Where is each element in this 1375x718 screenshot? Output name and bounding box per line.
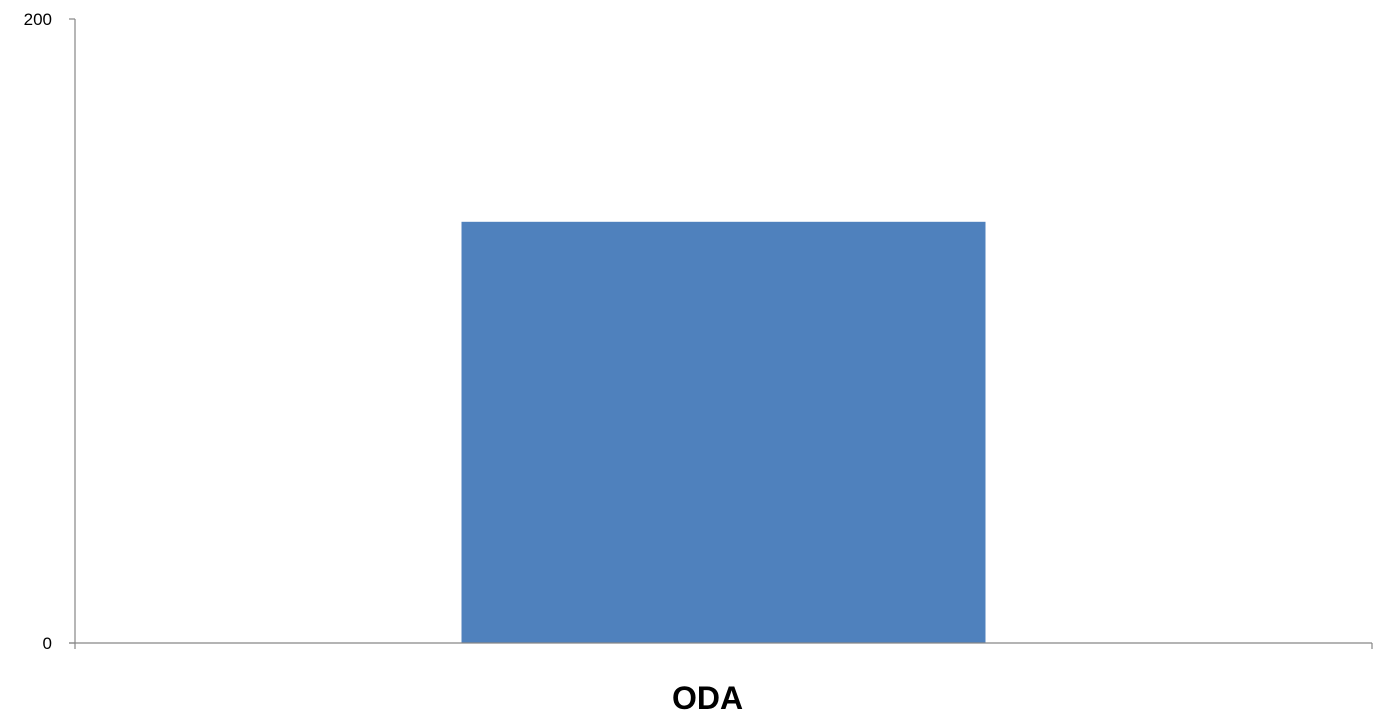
bar xyxy=(461,221,986,644)
y-tick-label: 200 xyxy=(24,10,52,29)
y-axis-ticks: 0 200 xyxy=(24,10,75,653)
bars-group xyxy=(461,221,986,644)
y-tick-label: 0 xyxy=(43,634,52,653)
x-axis-labels: ODA xyxy=(672,680,743,716)
x-category-label: ODA xyxy=(672,680,743,716)
